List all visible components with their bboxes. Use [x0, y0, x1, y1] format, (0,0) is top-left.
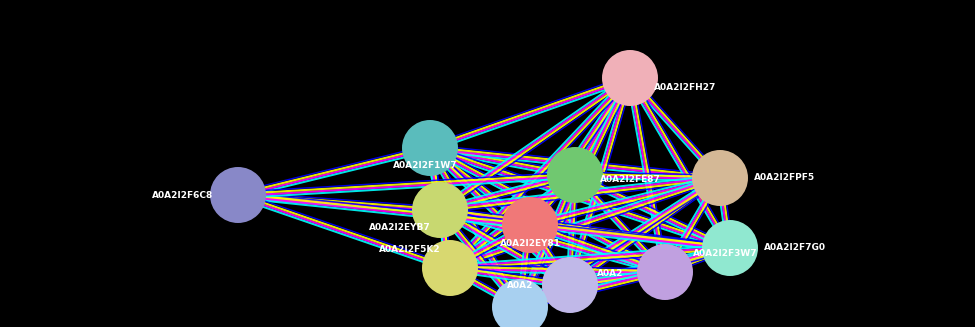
Circle shape — [542, 257, 598, 313]
Circle shape — [502, 197, 558, 253]
Text: A0A2I2EYB7: A0A2I2EYB7 — [370, 223, 431, 232]
Text: A0A2I2F1W7: A0A2I2F1W7 — [393, 162, 457, 170]
Circle shape — [702, 220, 758, 276]
Text: A0A2I2FE87: A0A2I2FE87 — [600, 176, 660, 184]
Circle shape — [602, 50, 658, 106]
Text: A0A2: A0A2 — [597, 268, 623, 278]
Circle shape — [402, 120, 458, 176]
Circle shape — [547, 147, 603, 203]
Text: A0A2I2F7G0: A0A2I2F7G0 — [764, 244, 826, 252]
Text: A0A2I2F5K2: A0A2I2F5K2 — [379, 246, 441, 254]
Text: A0A2I2F3W7: A0A2I2F3W7 — [692, 250, 758, 259]
Circle shape — [412, 182, 468, 238]
Circle shape — [692, 150, 748, 206]
Text: A0A2I2EY81: A0A2I2EY81 — [499, 238, 561, 248]
Circle shape — [422, 240, 478, 296]
Text: A0A2I2FH27: A0A2I2FH27 — [654, 83, 717, 93]
Circle shape — [210, 167, 266, 223]
Circle shape — [492, 279, 548, 327]
Circle shape — [637, 244, 693, 300]
Text: A0A2: A0A2 — [507, 281, 533, 289]
Text: A0A2I2F6C8: A0A2I2F6C8 — [152, 191, 214, 199]
Text: A0A2I2FPF5: A0A2I2FPF5 — [755, 174, 815, 182]
